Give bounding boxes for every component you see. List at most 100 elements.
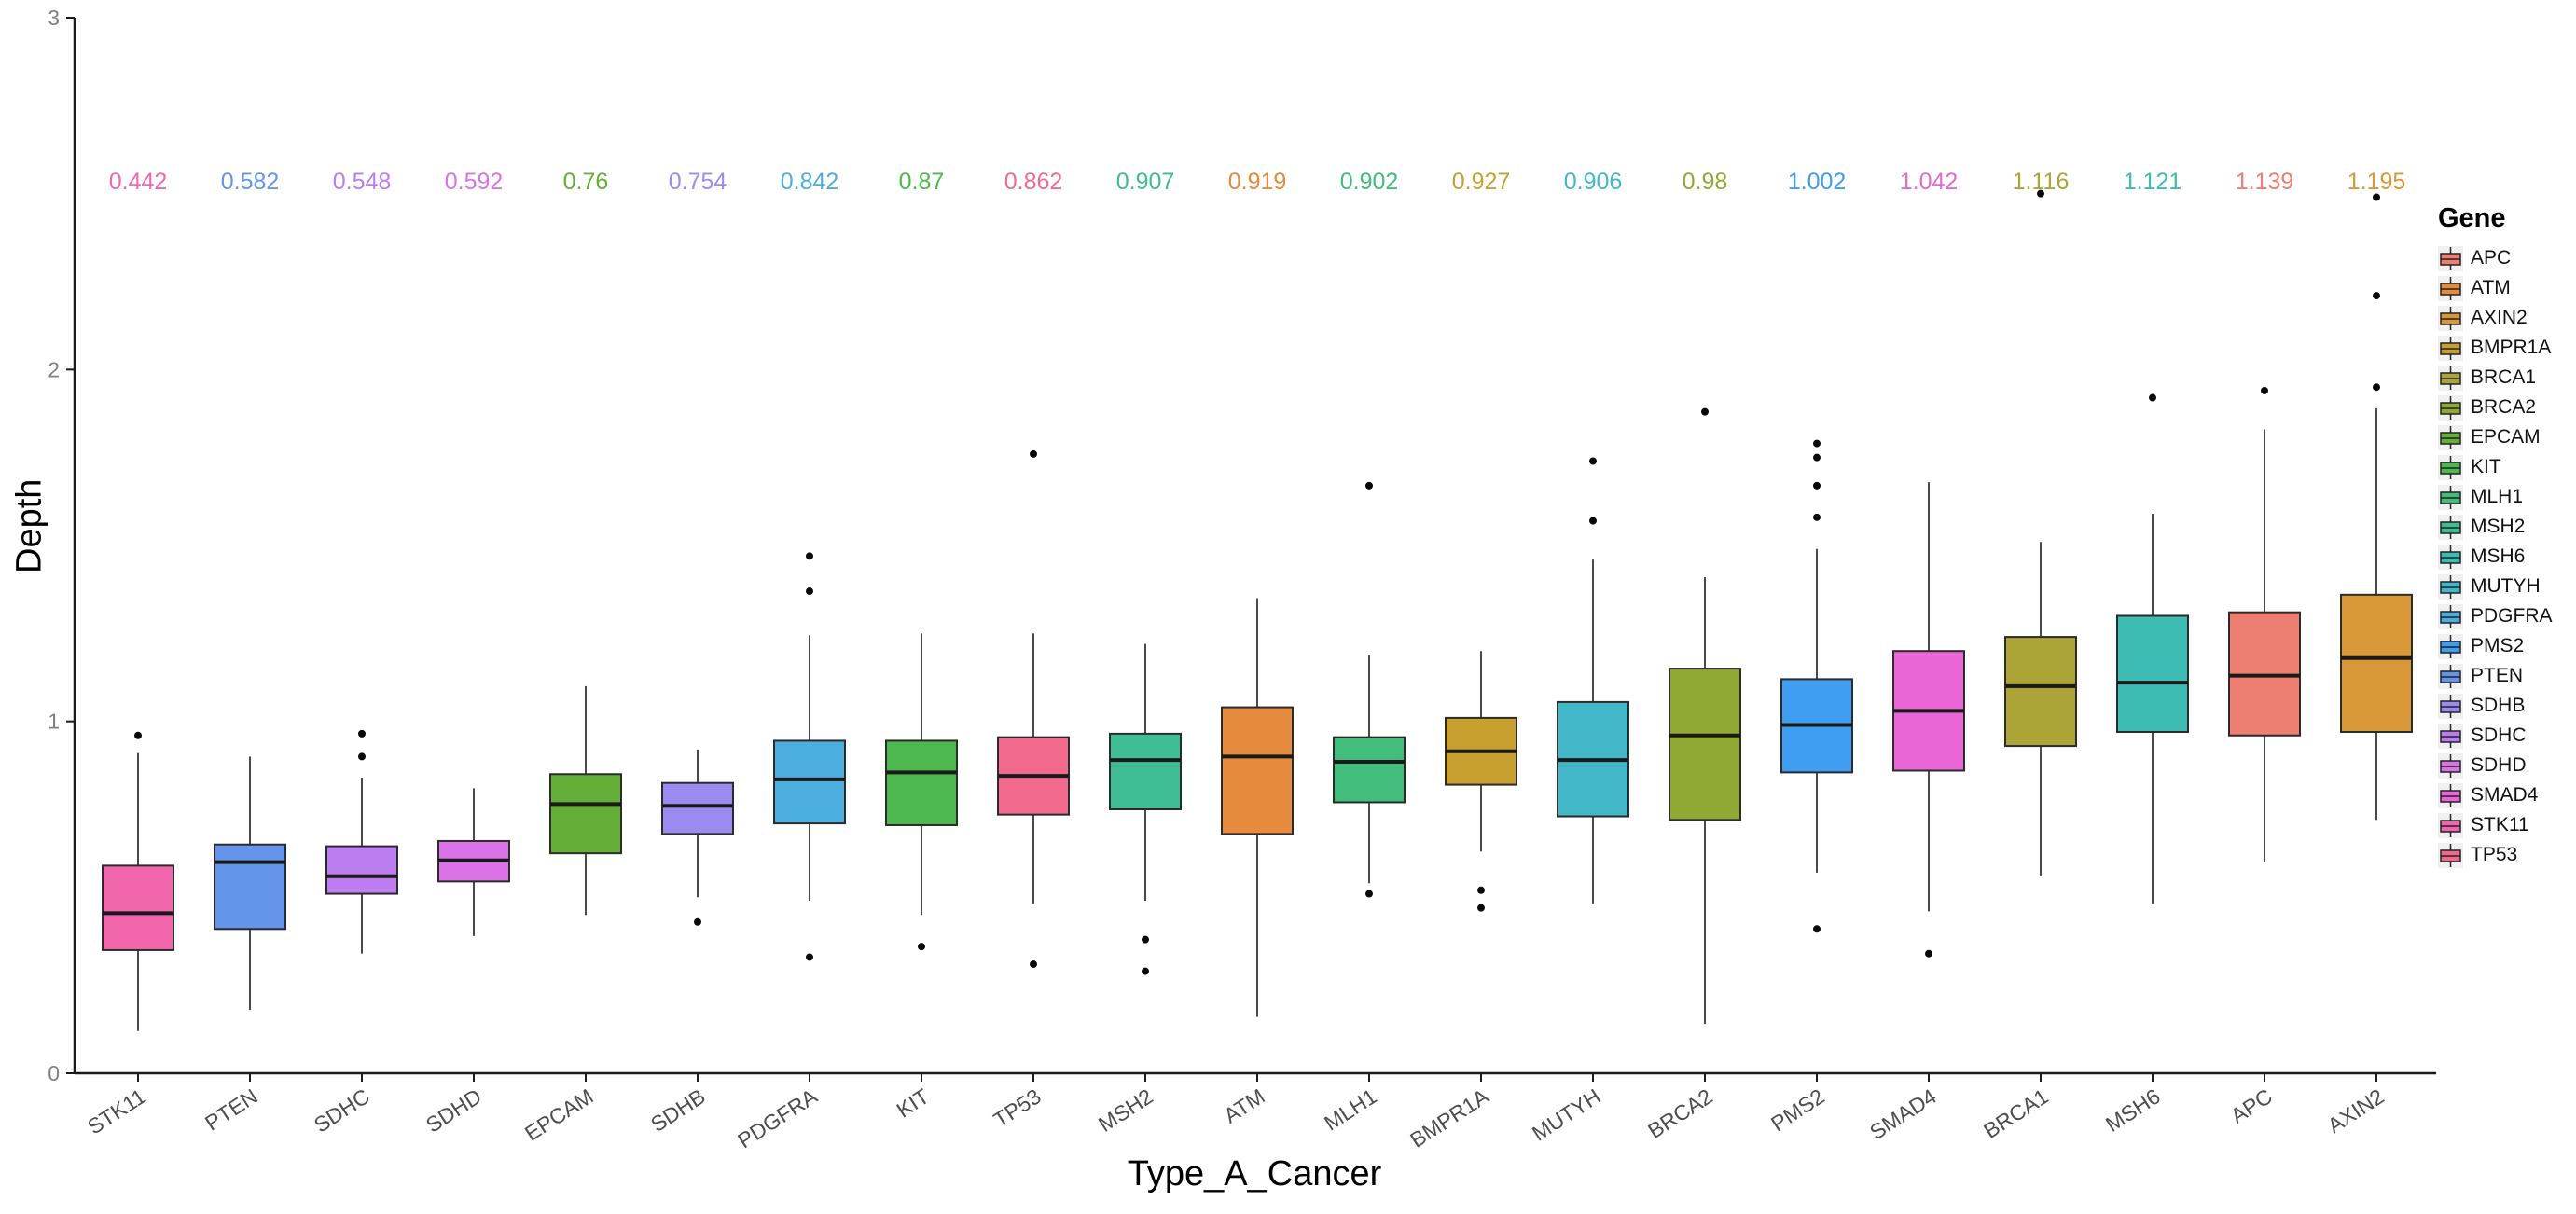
iqr-box <box>1221 706 1294 835</box>
legend-label: SDHD <box>2471 754 2527 776</box>
legend-item-TP53: TP53 <box>2438 840 2576 870</box>
outlier-point <box>1589 517 1597 525</box>
x-category-label: MLH1 <box>1320 1083 1381 1135</box>
box-AXIN2: 1.195 AXIN2 <box>2323 169 2413 1138</box>
x-category-label: PDGFRA <box>733 1083 822 1152</box>
legend-label: SDHC <box>2471 724 2527 746</box>
boxplot-key-icon <box>2438 275 2463 301</box>
legend-item-STK11: STK11 <box>2438 810 2576 840</box>
x-category-label: BRCA2 <box>1643 1083 1716 1143</box>
box-TP53: 0.862 TP53 <box>989 169 1070 1132</box>
box-SDHC: 0.548 SDHC <box>310 169 398 1138</box>
mean-label: 0.862 <box>1004 169 1063 195</box>
box-PMS2: 1.002 PMS2 <box>1766 169 1853 1136</box>
legend-label: SDHB <box>2471 695 2526 716</box>
legend-label: TP53 <box>2471 844 2518 865</box>
boxplot-key-icon <box>2438 723 2463 749</box>
iqr-box <box>549 773 622 855</box>
legend: Gene APC ATM AXIN2 BMPR1A BRCA1 BRCA2 EPCAM KIT… <box>2438 203 2576 870</box>
outlier-point <box>1813 439 1821 448</box>
boxplot-key-icon <box>2438 454 2463 480</box>
legend-label: MSH6 <box>2471 545 2526 567</box>
x-category-label: ATM <box>1219 1083 1268 1127</box>
legend-label: PTEN <box>2471 665 2524 686</box>
legend-label: MSH2 <box>2471 516 2526 537</box>
legend-label: PDGFRA <box>2471 605 2553 627</box>
x-category-label: EPCAM <box>520 1083 598 1145</box>
iqr-box <box>2004 636 2077 748</box>
x-category-label: PMS2 <box>1766 1083 1829 1136</box>
x-axis-title: Type_A_Cancer <box>1127 1154 1382 1193</box>
legend-label: BRCA2 <box>2471 396 2537 418</box>
box-MSH2: 0.907 MSH2 <box>1094 169 1182 1137</box>
boxplot-key-icon <box>2438 663 2463 689</box>
boxplot-key-icon <box>2438 424 2463 450</box>
boxplot-key-icon <box>2438 484 2463 510</box>
legend-label: MLH1 <box>2471 486 2524 507</box>
legend-items: APC ATM AXIN2 BMPR1A BRCA1 BRCA2 EPCAM KIT MLH1 M… <box>2438 243 2576 870</box>
outlier-point <box>2373 193 2380 201</box>
legend-item-PDGFRA: PDGFRA <box>2438 601 2576 631</box>
box-SMAD4: 1.042 SMAD4 <box>1865 169 1965 1144</box>
legend-item-SDHD: SDHD <box>2438 751 2576 780</box>
mean-label: 1.121 <box>2124 169 2182 195</box>
mean-label: 0.548 <box>333 169 392 195</box>
x-category-label: SDHB <box>646 1083 710 1137</box>
legend-item-APC: APC <box>2438 243 2576 273</box>
iqr-box <box>1109 732 1182 811</box>
iqr-box <box>661 781 734 835</box>
x-category-label: TP53 <box>989 1083 1045 1132</box>
box-BRCA2: 0.98 BRCA2 <box>1643 169 1741 1143</box>
mean-label: 0.754 <box>669 169 727 195</box>
outlier-point <box>1142 967 1149 975</box>
box-APC: 1.139 APC <box>2226 169 2301 1128</box>
legend-item-MSH2: MSH2 <box>2438 512 2576 542</box>
mean-label: 0.927 <box>1452 169 1511 195</box>
legend-item-BRCA1: BRCA1 <box>2438 363 2576 393</box>
legend-item-PTEN: PTEN <box>2438 661 2576 691</box>
legend-item-MSH6: MSH6 <box>2438 542 2576 572</box>
legend-title: Gene <box>2438 203 2506 233</box>
legend-label: SMAD4 <box>2471 784 2539 806</box>
iqr-box <box>885 739 958 826</box>
boxplot-key-icon <box>2438 633 2463 659</box>
boxplot-key-icon <box>2438 812 2463 838</box>
mean-label: 1.195 <box>2347 169 2406 195</box>
outlier-point <box>1813 925 1821 933</box>
iqr-box <box>325 845 398 895</box>
iqr-box <box>1669 668 1741 821</box>
outlier-point <box>806 953 813 961</box>
mean-label: 0.582 <box>221 169 280 195</box>
legend-label: APC <box>2471 247 2512 269</box>
legend-label: BRCA1 <box>2471 366 2537 388</box>
boxplot-key-icon <box>2438 603 2463 629</box>
legend-item-BRCA2: BRCA2 <box>2438 393 2576 422</box>
mean-label: 1.042 <box>1900 169 1959 195</box>
legend-label: AXIN2 <box>2471 307 2528 328</box>
x-category-label: BRCA1 <box>1979 1083 2052 1143</box>
box-MLH1: 0.902 MLH1 <box>1320 169 1406 1136</box>
iqr-box <box>1333 736 1406 804</box>
outlier-point <box>1813 513 1821 521</box>
legend-label: EPCAM <box>2471 426 2541 448</box>
boxplot-key-icon <box>2438 752 2463 779</box>
boxplot-key-icon <box>2438 573 2463 600</box>
box-STK11: 0.442 STK11 <box>83 169 174 1139</box>
legend-item-KIT: KIT <box>2438 452 2576 482</box>
iqr-box <box>214 843 286 931</box>
outlier-point <box>2037 189 2044 198</box>
boxplot-key-icon <box>2438 544 2463 570</box>
legend-label: MUTYH <box>2471 575 2541 597</box>
legend-label: BMPR1A <box>2471 337 2552 358</box>
mean-label: 0.906 <box>1564 169 1623 195</box>
outlier-point <box>1030 960 1037 969</box>
x-category-label: MUTYH <box>1528 1083 1605 1145</box>
box-BMPR1A: 0.927 BMPR1A <box>1406 169 1517 1152</box>
x-category-label: SMAD4 <box>1865 1083 1941 1144</box>
box-PDGFRA: 0.842 PDGFRA <box>733 169 846 1152</box>
mean-label: 1.002 <box>1788 169 1847 195</box>
y-tick-label: 3 <box>48 6 60 30</box>
mean-label: 0.87 <box>899 169 945 195</box>
boxplot-key-icon <box>2438 245 2463 271</box>
